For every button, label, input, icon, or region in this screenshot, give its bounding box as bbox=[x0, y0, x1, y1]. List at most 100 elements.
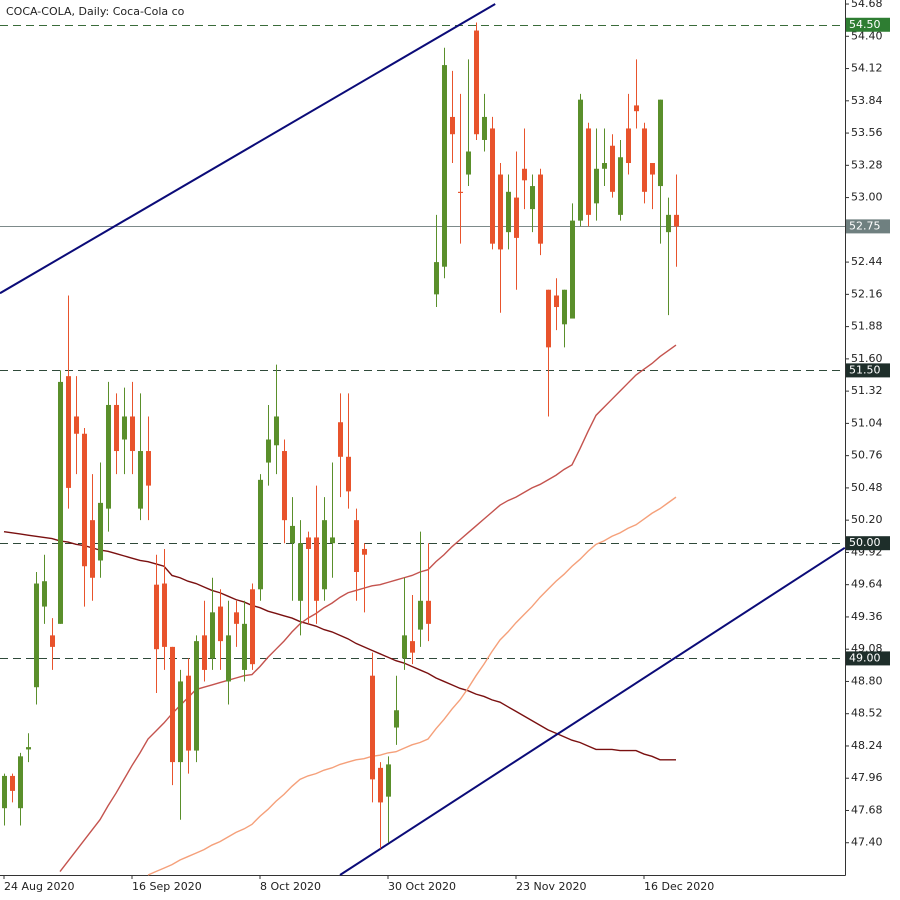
candle-body bbox=[586, 128, 591, 215]
candle-body bbox=[314, 537, 319, 601]
candle-body bbox=[594, 168, 599, 204]
y-tick-label: 51.32 bbox=[851, 384, 883, 397]
candle-body bbox=[458, 191, 463, 193]
candle-body bbox=[42, 581, 47, 607]
candle-body bbox=[466, 151, 471, 175]
y-tick-label: 47.96 bbox=[851, 771, 883, 784]
candle-body bbox=[386, 764, 391, 797]
candle-body bbox=[234, 612, 239, 624]
candle-body bbox=[546, 289, 551, 348]
candle-body bbox=[122, 416, 127, 440]
candle-body bbox=[418, 600, 423, 630]
candle-body bbox=[554, 295, 559, 308]
y-tick-label: 53.00 bbox=[851, 191, 883, 204]
y-tick-label: 50.20 bbox=[851, 513, 883, 526]
candle-body bbox=[378, 767, 383, 803]
candle-body bbox=[338, 422, 343, 457]
x-tick-label: 23 Nov 2020 bbox=[516, 880, 586, 893]
candle-body bbox=[450, 116, 455, 135]
candle-body bbox=[562, 289, 567, 325]
trend-line bbox=[0, 3, 496, 295]
candle-body bbox=[258, 479, 263, 590]
y-tick-label: 48.24 bbox=[851, 739, 883, 752]
y-tick-label: 47.40 bbox=[851, 836, 883, 849]
candle-body bbox=[474, 30, 479, 135]
y-tick-label: 53.84 bbox=[851, 94, 883, 107]
candle-body bbox=[674, 214, 679, 227]
level-label-box bbox=[846, 651, 890, 666]
candle-body bbox=[114, 404, 119, 452]
level-label: 50.00 bbox=[849, 536, 881, 549]
candle-body bbox=[218, 606, 223, 642]
candle-body bbox=[266, 439, 271, 463]
x-tick-label: 24 Aug 2020 bbox=[4, 880, 74, 893]
candle-body bbox=[282, 451, 287, 521]
candle-body bbox=[330, 537, 335, 544]
candle-body bbox=[202, 635, 207, 670]
y-tick-label: 54.40 bbox=[851, 29, 883, 42]
candle-body bbox=[298, 543, 303, 601]
candle-body bbox=[642, 128, 647, 192]
candle-body bbox=[354, 520, 359, 573]
candle-body bbox=[290, 525, 295, 544]
candle-body bbox=[242, 623, 247, 670]
candle-body bbox=[106, 404, 111, 509]
level-label: 54.50 bbox=[849, 18, 881, 31]
candle-body bbox=[322, 520, 327, 590]
candle-body bbox=[178, 681, 183, 763]
y-tick-label: 51.88 bbox=[851, 320, 883, 333]
candle-body bbox=[434, 262, 439, 295]
candle-body bbox=[90, 520, 95, 578]
candle-body bbox=[410, 641, 415, 653]
candle-body bbox=[498, 174, 503, 250]
candle-body bbox=[666, 214, 671, 233]
candle-body bbox=[226, 635, 231, 682]
y-tick-label: 51.60 bbox=[851, 352, 883, 365]
y-tick-label: 51.04 bbox=[851, 416, 883, 429]
candle-body bbox=[58, 381, 63, 624]
moving-average bbox=[3, 530, 676, 761]
candle-body bbox=[658, 99, 663, 187]
y-tick-label: 48.80 bbox=[851, 674, 883, 687]
candle-body bbox=[522, 168, 527, 181]
candle-body bbox=[154, 584, 159, 650]
candle-body bbox=[34, 583, 39, 688]
candle-body bbox=[610, 145, 615, 192]
candle-body bbox=[394, 710, 399, 728]
trend-line bbox=[339, 546, 846, 876]
candle-body bbox=[50, 635, 55, 647]
candle-body bbox=[602, 163, 607, 169]
candle-body bbox=[618, 157, 623, 215]
y-tick-label: 47.68 bbox=[851, 803, 883, 816]
y-tick-label: 50.76 bbox=[851, 449, 883, 462]
candle-body bbox=[210, 612, 215, 659]
candle-body bbox=[482, 116, 487, 140]
moving-average bbox=[59, 344, 677, 872]
candle-body bbox=[506, 191, 511, 233]
y-tick-label: 52.44 bbox=[851, 255, 883, 268]
level-label: 49.00 bbox=[849, 651, 881, 664]
candle-body bbox=[490, 128, 495, 244]
y-tick-label: 49.64 bbox=[851, 578, 883, 591]
candle-body bbox=[274, 416, 279, 446]
x-tick-label: 16 Sep 2020 bbox=[132, 880, 202, 893]
candle-body bbox=[74, 416, 79, 434]
candle-body bbox=[514, 197, 519, 238]
candle-body bbox=[346, 456, 351, 492]
candle-body bbox=[162, 583, 167, 647]
candle-body bbox=[146, 451, 151, 486]
candle-body bbox=[138, 451, 143, 509]
candle-body bbox=[66, 376, 71, 488]
candle-body bbox=[194, 641, 199, 751]
candle-body bbox=[570, 220, 575, 319]
level-label-box bbox=[846, 219, 890, 234]
y-tick-label: 48.52 bbox=[851, 707, 883, 720]
x-tick-label: 30 Oct 2020 bbox=[388, 880, 456, 893]
candle-body bbox=[538, 174, 543, 244]
candle-body bbox=[10, 775, 15, 791]
level-label-box bbox=[846, 363, 890, 378]
candle-body bbox=[170, 646, 175, 763]
candle-body bbox=[186, 675, 191, 751]
candle-body bbox=[18, 756, 23, 809]
candle-body bbox=[634, 105, 639, 112]
